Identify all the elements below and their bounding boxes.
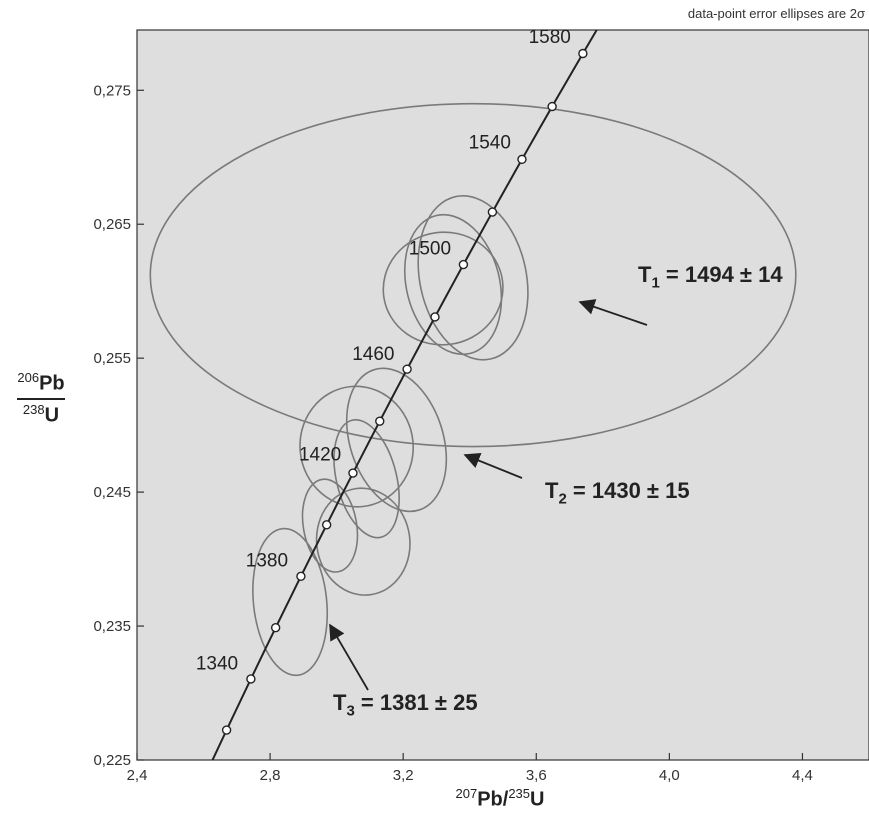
annotation-t2: T2 = 1430 ± 15 xyxy=(545,478,690,508)
annotation-t1: T1 = 1494 ± 14 xyxy=(638,262,783,292)
age-marker-1500 xyxy=(458,259,469,270)
error-ellipse-3 xyxy=(382,231,504,346)
y-tick-label: 0,255 xyxy=(93,350,131,367)
annotation-arrow-2 xyxy=(463,452,523,479)
age-label-1500: 1500 xyxy=(409,238,451,259)
age-marker-1580 xyxy=(578,48,588,59)
age-marker-1560 xyxy=(547,101,557,112)
x-axis-label: 207Pb/235U xyxy=(455,786,545,811)
y-axis-label: 206Pb 238U xyxy=(6,370,76,427)
age-label-1540: 1540 xyxy=(469,133,511,154)
age-marker-1420 xyxy=(348,468,358,478)
age-marker-1340 xyxy=(246,674,256,684)
error-ellipse-0 xyxy=(149,102,797,448)
y-axis-numerator: 206Pb xyxy=(17,370,65,400)
annotation-arrow-1 xyxy=(578,299,648,326)
age-marker-1400 xyxy=(321,520,332,530)
x-tick-label: 3,6 xyxy=(526,767,547,784)
age-marker-1520 xyxy=(487,207,498,217)
age-marker-1460 xyxy=(402,364,412,374)
y-tick-label: 0,245 xyxy=(93,484,131,501)
age-marker-1440 xyxy=(375,416,385,426)
y-tick-label: 0,265 xyxy=(93,216,131,233)
annotation-t3: T3 = 1381 ± 25 xyxy=(333,690,478,720)
age-label-1460: 1460 xyxy=(352,344,394,365)
annotation-arrow-3 xyxy=(329,623,369,691)
error-ellipse-7 xyxy=(315,487,411,596)
error-ellipse-5 xyxy=(299,385,415,508)
error-ellipse-8 xyxy=(301,478,359,573)
y-axis-denominator: 238U xyxy=(22,401,60,427)
x-tick-label: 2,8 xyxy=(260,767,281,784)
age-label-1580: 1580 xyxy=(529,27,571,48)
x-tick-label: 2,4 xyxy=(127,767,148,784)
age-marker-1540 xyxy=(517,154,527,165)
age-label-1380: 1380 xyxy=(246,550,288,571)
y-tick-label: 0,225 xyxy=(93,752,131,769)
age-marker-1480 xyxy=(430,312,440,322)
x-tick-label: 4,0 xyxy=(659,767,680,784)
error-ellipse-6 xyxy=(333,418,400,539)
error-ellipse-9 xyxy=(252,527,329,677)
age-marker-1380 xyxy=(296,571,306,582)
y-tick-label: 0,235 xyxy=(93,618,131,635)
plot-area xyxy=(136,29,869,761)
age-marker-1360 xyxy=(270,623,281,633)
x-tick-label: 3,2 xyxy=(393,767,414,784)
age-label-1340: 1340 xyxy=(196,654,238,675)
error-ellipse-2 xyxy=(403,213,503,356)
error-ellipse-1 xyxy=(417,195,529,361)
y-tick-label: 0,275 xyxy=(93,82,131,99)
chart-note: data-point error ellipses are 2σ xyxy=(687,6,865,21)
age-marker-1320 xyxy=(221,725,232,735)
age-label-1420: 1420 xyxy=(299,445,341,466)
x-tick-label: 4,4 xyxy=(792,767,813,784)
error-ellipse-4 xyxy=(345,367,448,513)
